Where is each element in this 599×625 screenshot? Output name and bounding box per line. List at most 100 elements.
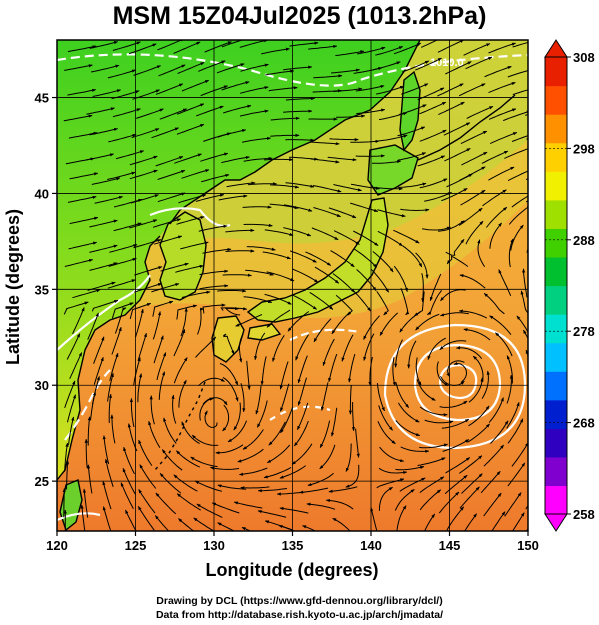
streamline <box>107 372 114 402</box>
streamline <box>155 156 184 167</box>
streamline <box>243 296 273 303</box>
streamline <box>151 283 180 293</box>
streamline <box>193 517 215 531</box>
streamline <box>133 357 141 386</box>
streamline <box>396 505 407 531</box>
streamline <box>266 444 291 464</box>
streamline <box>94 195 123 204</box>
streamline <box>372 61 401 71</box>
y-tick-label: 25 <box>35 474 49 489</box>
streamline <box>155 492 177 515</box>
streamline <box>217 522 236 531</box>
colorbar-segment <box>545 228 567 258</box>
streamline <box>67 394 76 423</box>
streamline <box>322 338 335 366</box>
streamline <box>197 307 205 335</box>
streamline <box>62 488 66 518</box>
streamline <box>459 166 486 181</box>
streamline <box>69 216 99 225</box>
streamline <box>240 63 269 72</box>
streamline <box>397 126 426 137</box>
streamline <box>233 501 263 509</box>
streamline <box>407 340 417 369</box>
streamline <box>507 70 528 78</box>
streamline <box>460 130 488 145</box>
streamline <box>72 307 85 335</box>
streamline <box>202 247 232 254</box>
streamline <box>148 420 161 448</box>
streamline <box>239 333 244 363</box>
streamline <box>125 509 137 531</box>
colorbar-tick-label: 308 <box>573 50 595 65</box>
streamline <box>285 96 316 101</box>
y-tick-label: 35 <box>35 282 49 297</box>
streamline <box>402 245 423 268</box>
streamline <box>441 187 468 202</box>
streamline <box>510 224 524 251</box>
streamline <box>86 107 115 115</box>
streamline <box>292 268 319 283</box>
hokkaido-land <box>368 145 418 195</box>
streamline <box>481 150 509 164</box>
streamline <box>222 273 252 277</box>
streamline <box>516 315 528 334</box>
streamline <box>463 43 491 56</box>
x-tick-label: 130 <box>203 538 225 553</box>
streamline <box>335 294 353 316</box>
streamline <box>225 228 255 233</box>
streamline <box>395 420 421 437</box>
streamline <box>424 513 436 531</box>
y-axis-ticks: 25 30 35 40 45 <box>35 91 57 489</box>
streamline <box>171 394 177 424</box>
streamline <box>216 63 245 74</box>
streamline <box>400 208 430 212</box>
streamline <box>155 83 184 95</box>
streamline <box>221 81 250 91</box>
streamline <box>226 181 256 188</box>
streamline <box>308 44 338 50</box>
streamline <box>399 477 426 492</box>
streamline <box>459 274 486 289</box>
streamline <box>377 209 406 218</box>
x-axis-label: Longitude (degrees) <box>205 560 378 580</box>
streamline <box>439 400 468 408</box>
streamline <box>279 361 289 390</box>
streamline <box>114 307 127 334</box>
streamline <box>419 129 447 142</box>
streamline <box>378 486 393 511</box>
streamline <box>246 360 251 390</box>
streamline <box>242 429 264 450</box>
streamline <box>489 222 502 249</box>
streamline <box>368 356 373 386</box>
streamline <box>264 229 294 236</box>
streamline <box>153 335 164 364</box>
streamline <box>247 182 278 186</box>
streamline <box>319 420 331 449</box>
streamline <box>69 172 99 180</box>
streamline <box>64 258 94 267</box>
streamline <box>458 207 483 226</box>
streamline <box>459 486 480 509</box>
streamline <box>204 41 232 53</box>
streamline <box>161 449 183 471</box>
colorbar-tick-label: 268 <box>573 416 595 431</box>
streamline <box>446 255 469 267</box>
streamline <box>348 353 356 383</box>
streamline <box>151 127 179 139</box>
streamline <box>504 492 522 517</box>
x-tick-label: 150 <box>517 538 539 553</box>
streamline <box>289 41 319 47</box>
streamline <box>373 186 403 191</box>
streamline <box>269 203 299 210</box>
streamline <box>178 194 207 204</box>
streamline <box>68 416 75 446</box>
streamline <box>136 108 164 119</box>
colorbar-frame <box>544 56 568 515</box>
streamline <box>507 462 526 487</box>
streamline <box>302 525 317 531</box>
streamline <box>195 193 225 202</box>
streamline <box>280 406 294 434</box>
streamline <box>520 290 528 315</box>
streamline <box>173 357 188 384</box>
x-tick-label: 120 <box>46 538 68 553</box>
